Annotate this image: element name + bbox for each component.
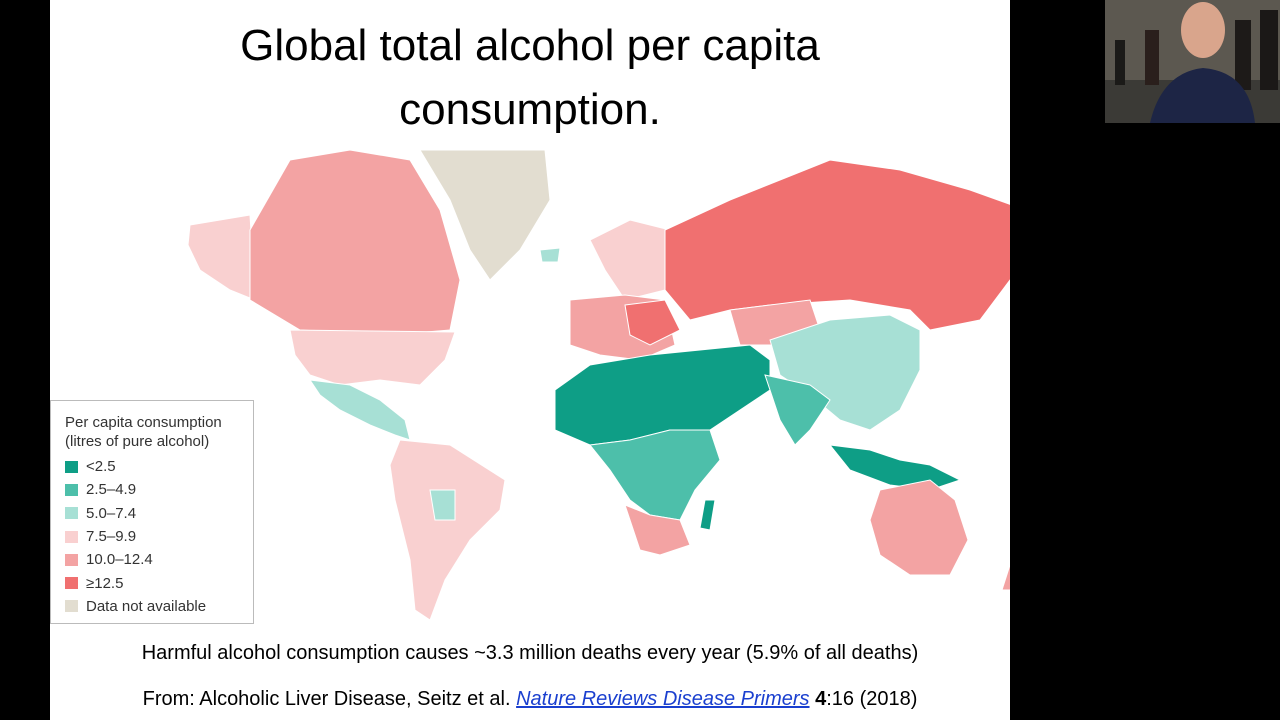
slide-title: Global total alcohol per capita consumpt… xyxy=(240,21,820,134)
region xyxy=(589,429,721,521)
slide: Global total alcohol per capita consumpt… xyxy=(50,0,1010,720)
world-map xyxy=(187,149,1010,621)
legend-item: 7.5–9.9 xyxy=(65,525,253,548)
legend-label: <2.5 xyxy=(86,458,116,476)
region xyxy=(429,489,456,521)
legend-item: ≥12.5 xyxy=(65,571,253,594)
legend-item: 5.0–7.4 xyxy=(65,502,253,525)
journal-link[interactable]: Nature Reviews Disease Primers xyxy=(516,688,810,710)
region xyxy=(828,444,962,491)
region xyxy=(624,504,691,556)
citation-rest: :16 (2018) xyxy=(826,688,918,710)
legend-title: Per capita consumption xyxy=(65,414,222,431)
region xyxy=(249,149,461,336)
legend-swatch xyxy=(65,577,78,590)
region xyxy=(664,159,1010,331)
legend-label: 2.5–4.9 xyxy=(86,481,137,499)
legend-swatch xyxy=(65,530,78,543)
legend-swatch xyxy=(65,553,78,566)
citation-prefix: From: Alcoholic Liver Disease, Seitz et … xyxy=(142,688,511,710)
legend-item: 10.0–12.4 xyxy=(65,548,253,571)
legend-swatch xyxy=(65,600,78,613)
region xyxy=(1001,564,1010,591)
region xyxy=(187,214,256,301)
legend-item: Data not available xyxy=(65,595,253,618)
legend-label: 5.0–7.4 xyxy=(86,504,137,522)
webcam-image xyxy=(1105,0,1280,123)
region xyxy=(289,329,456,386)
legend: Per capita consumption (litres of pure a… xyxy=(50,400,254,624)
legend-label: ≥12.5 xyxy=(86,574,124,592)
legend-swatch xyxy=(65,507,78,520)
region xyxy=(764,374,831,446)
region xyxy=(624,299,681,346)
legend-label: 10.0–12.4 xyxy=(86,551,153,569)
legend-swatch xyxy=(65,483,78,496)
legend-items: <2.5 2.5–4.9 5.0–7.4 7.5–9.9 10.0–12.4 ≥12.5 D… xyxy=(65,455,253,618)
citation: From: Alcoholic Liver Disease, Seitz et … xyxy=(50,688,1010,711)
legend-item: <2.5 xyxy=(65,455,253,478)
legend-label: Data not available xyxy=(86,597,207,615)
region xyxy=(308,379,411,441)
region xyxy=(869,479,969,576)
caption: Harmful alcohol consumption causes ~3.3 … xyxy=(141,642,919,664)
region xyxy=(539,247,561,263)
region xyxy=(589,219,671,301)
region xyxy=(419,149,551,281)
legend-label: 7.5–9.9 xyxy=(86,528,137,546)
legend-item: 2.5–4.9 xyxy=(65,478,253,501)
volume: 4 xyxy=(815,688,827,710)
region xyxy=(554,344,771,446)
legend-swatch xyxy=(65,460,78,473)
legend-subtitle: (litres of pure alcohol) xyxy=(65,433,210,450)
region xyxy=(699,499,716,531)
webcam xyxy=(1105,0,1280,123)
region xyxy=(389,439,506,621)
